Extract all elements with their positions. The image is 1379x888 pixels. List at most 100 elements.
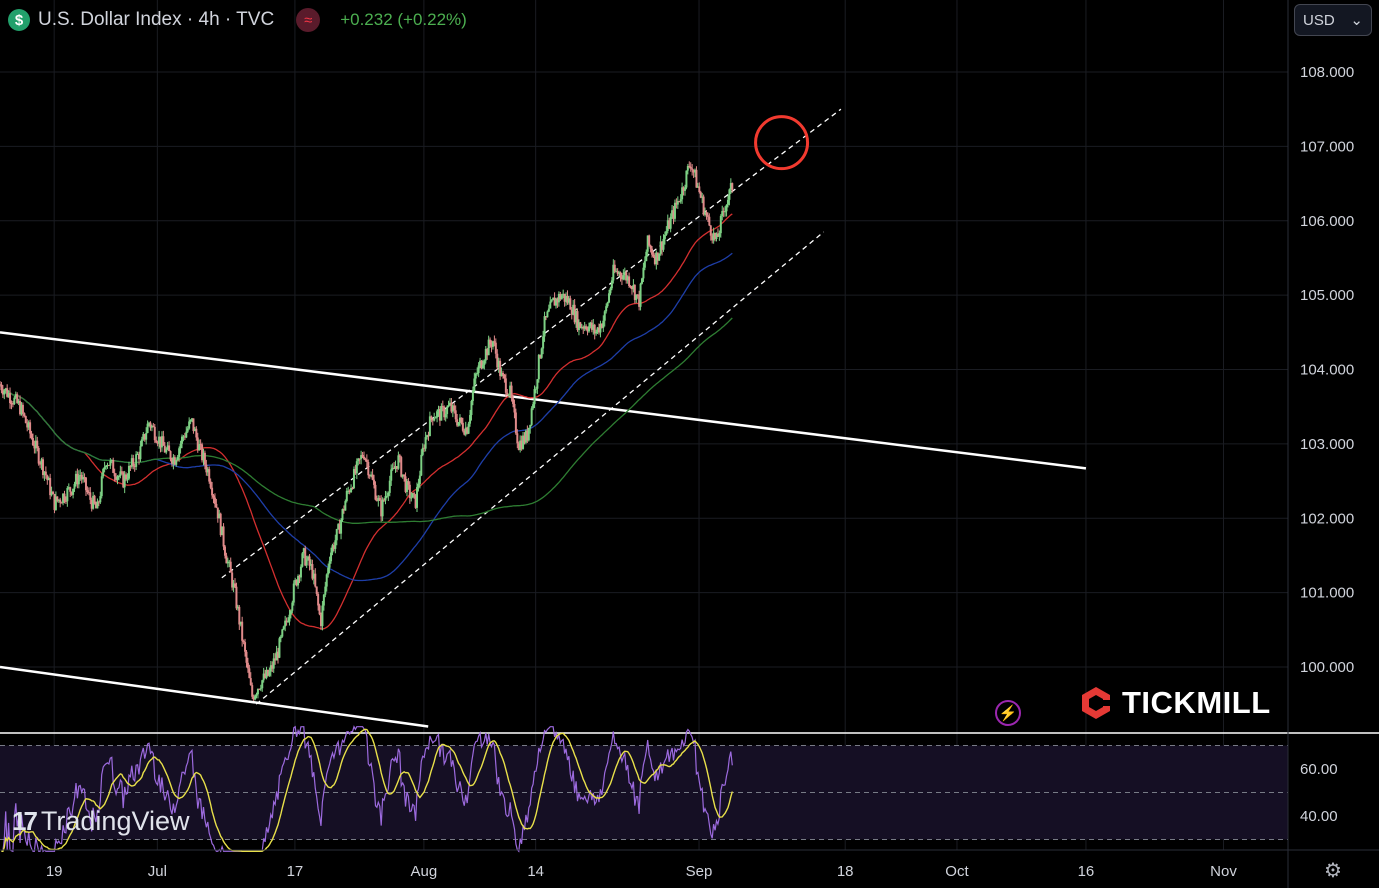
candle-body bbox=[299, 566, 302, 578]
candle-body bbox=[716, 233, 719, 237]
candle-body bbox=[279, 636, 282, 639]
candle-body bbox=[86, 490, 89, 493]
candle-body bbox=[192, 418, 195, 432]
candle-body bbox=[600, 324, 603, 328]
candle-body bbox=[605, 306, 608, 312]
candle-body bbox=[226, 561, 229, 564]
candle-body bbox=[701, 196, 704, 198]
candle-body bbox=[364, 458, 367, 460]
candle-body bbox=[328, 561, 331, 568]
candle-body bbox=[635, 294, 638, 300]
candle-body bbox=[663, 234, 666, 239]
price-tick-label: 105.000 bbox=[1300, 287, 1354, 304]
candle-body bbox=[580, 326, 583, 329]
candle-body bbox=[711, 235, 714, 241]
highlight-circle bbox=[754, 115, 810, 171]
candle-body bbox=[298, 575, 301, 578]
candle-body bbox=[689, 166, 692, 169]
candle-body bbox=[206, 469, 209, 473]
candle-body bbox=[609, 288, 612, 294]
candle-body bbox=[218, 513, 221, 519]
wave-icon[interactable]: ≈ bbox=[296, 8, 321, 32]
candle-body bbox=[11, 403, 14, 405]
candle-body bbox=[393, 467, 396, 470]
candle-body bbox=[327, 567, 330, 575]
candle-body bbox=[47, 478, 50, 481]
candle-body bbox=[705, 212, 708, 216]
candle-body bbox=[636, 294, 639, 296]
candle-body bbox=[72, 488, 75, 495]
lightning-icon[interactable]: ⚡ bbox=[995, 700, 1021, 726]
candle-body bbox=[33, 445, 36, 449]
candle-body bbox=[524, 430, 527, 443]
candle-body bbox=[93, 495, 96, 504]
candle-body bbox=[575, 311, 578, 323]
candle-body bbox=[54, 496, 57, 510]
candle-body bbox=[261, 680, 264, 689]
candle-body bbox=[675, 202, 678, 205]
candle-body bbox=[99, 496, 102, 503]
candle-body bbox=[489, 339, 492, 345]
candle-body bbox=[63, 493, 66, 501]
candle-body bbox=[618, 272, 621, 274]
candle-body bbox=[215, 503, 218, 508]
candle-body bbox=[473, 378, 476, 392]
candle-body bbox=[315, 586, 318, 594]
candle-body bbox=[598, 327, 601, 333]
gear-icon[interactable]: ⚙ bbox=[1324, 860, 1342, 882]
candle-body bbox=[626, 276, 629, 281]
candle-body bbox=[563, 293, 566, 302]
candle-body bbox=[517, 443, 520, 450]
candle-body bbox=[274, 658, 277, 661]
candle-body bbox=[532, 404, 535, 409]
candle-body bbox=[586, 329, 589, 332]
candle-body bbox=[691, 168, 694, 170]
candle-body bbox=[622, 275, 625, 280]
candle-body bbox=[345, 490, 348, 502]
candle-body bbox=[255, 694, 258, 696]
candle-body bbox=[348, 490, 351, 493]
candle-body bbox=[183, 436, 186, 438]
time-tick-label: 17 bbox=[287, 863, 304, 880]
candle-body bbox=[494, 342, 497, 354]
candle-body bbox=[570, 309, 573, 315]
candle-body bbox=[163, 445, 166, 453]
candle-body bbox=[639, 283, 642, 307]
candle-body bbox=[117, 475, 120, 477]
candle-body bbox=[16, 394, 19, 404]
candle-body bbox=[476, 372, 479, 374]
candle-body bbox=[143, 434, 146, 440]
candle-body bbox=[89, 492, 92, 500]
candle-body bbox=[623, 272, 626, 276]
candle-body bbox=[335, 529, 338, 541]
candle-body bbox=[573, 304, 576, 323]
candle-body bbox=[362, 456, 365, 459]
candle-body bbox=[115, 476, 118, 480]
candle-body bbox=[23, 413, 26, 417]
candle-body bbox=[295, 579, 298, 586]
candle-body bbox=[7, 393, 10, 397]
tradingview-mark-icon: 17 bbox=[12, 806, 38, 836]
candle-body bbox=[113, 472, 116, 477]
candle-body bbox=[268, 671, 271, 676]
candle-body bbox=[665, 231, 668, 235]
candle-body bbox=[248, 668, 251, 679]
chart-title[interactable]: U.S. Dollar Index · 4h · TVC bbox=[38, 9, 275, 30]
time-tick-label: 18 bbox=[837, 863, 854, 880]
candle-body bbox=[529, 424, 532, 428]
candle-body bbox=[330, 552, 333, 562]
currency-select[interactable]: USD ⌄ bbox=[1294, 4, 1372, 36]
candle-body bbox=[585, 326, 588, 330]
candle-body bbox=[258, 688, 261, 690]
candle-body bbox=[441, 406, 444, 408]
candle-body bbox=[182, 436, 185, 438]
candle-body bbox=[729, 183, 732, 190]
candle-body bbox=[107, 465, 110, 467]
candle-body bbox=[59, 499, 62, 503]
candle-body bbox=[57, 499, 60, 501]
candle-body bbox=[17, 400, 20, 404]
candle-body bbox=[36, 440, 39, 449]
candle-body bbox=[213, 497, 216, 504]
